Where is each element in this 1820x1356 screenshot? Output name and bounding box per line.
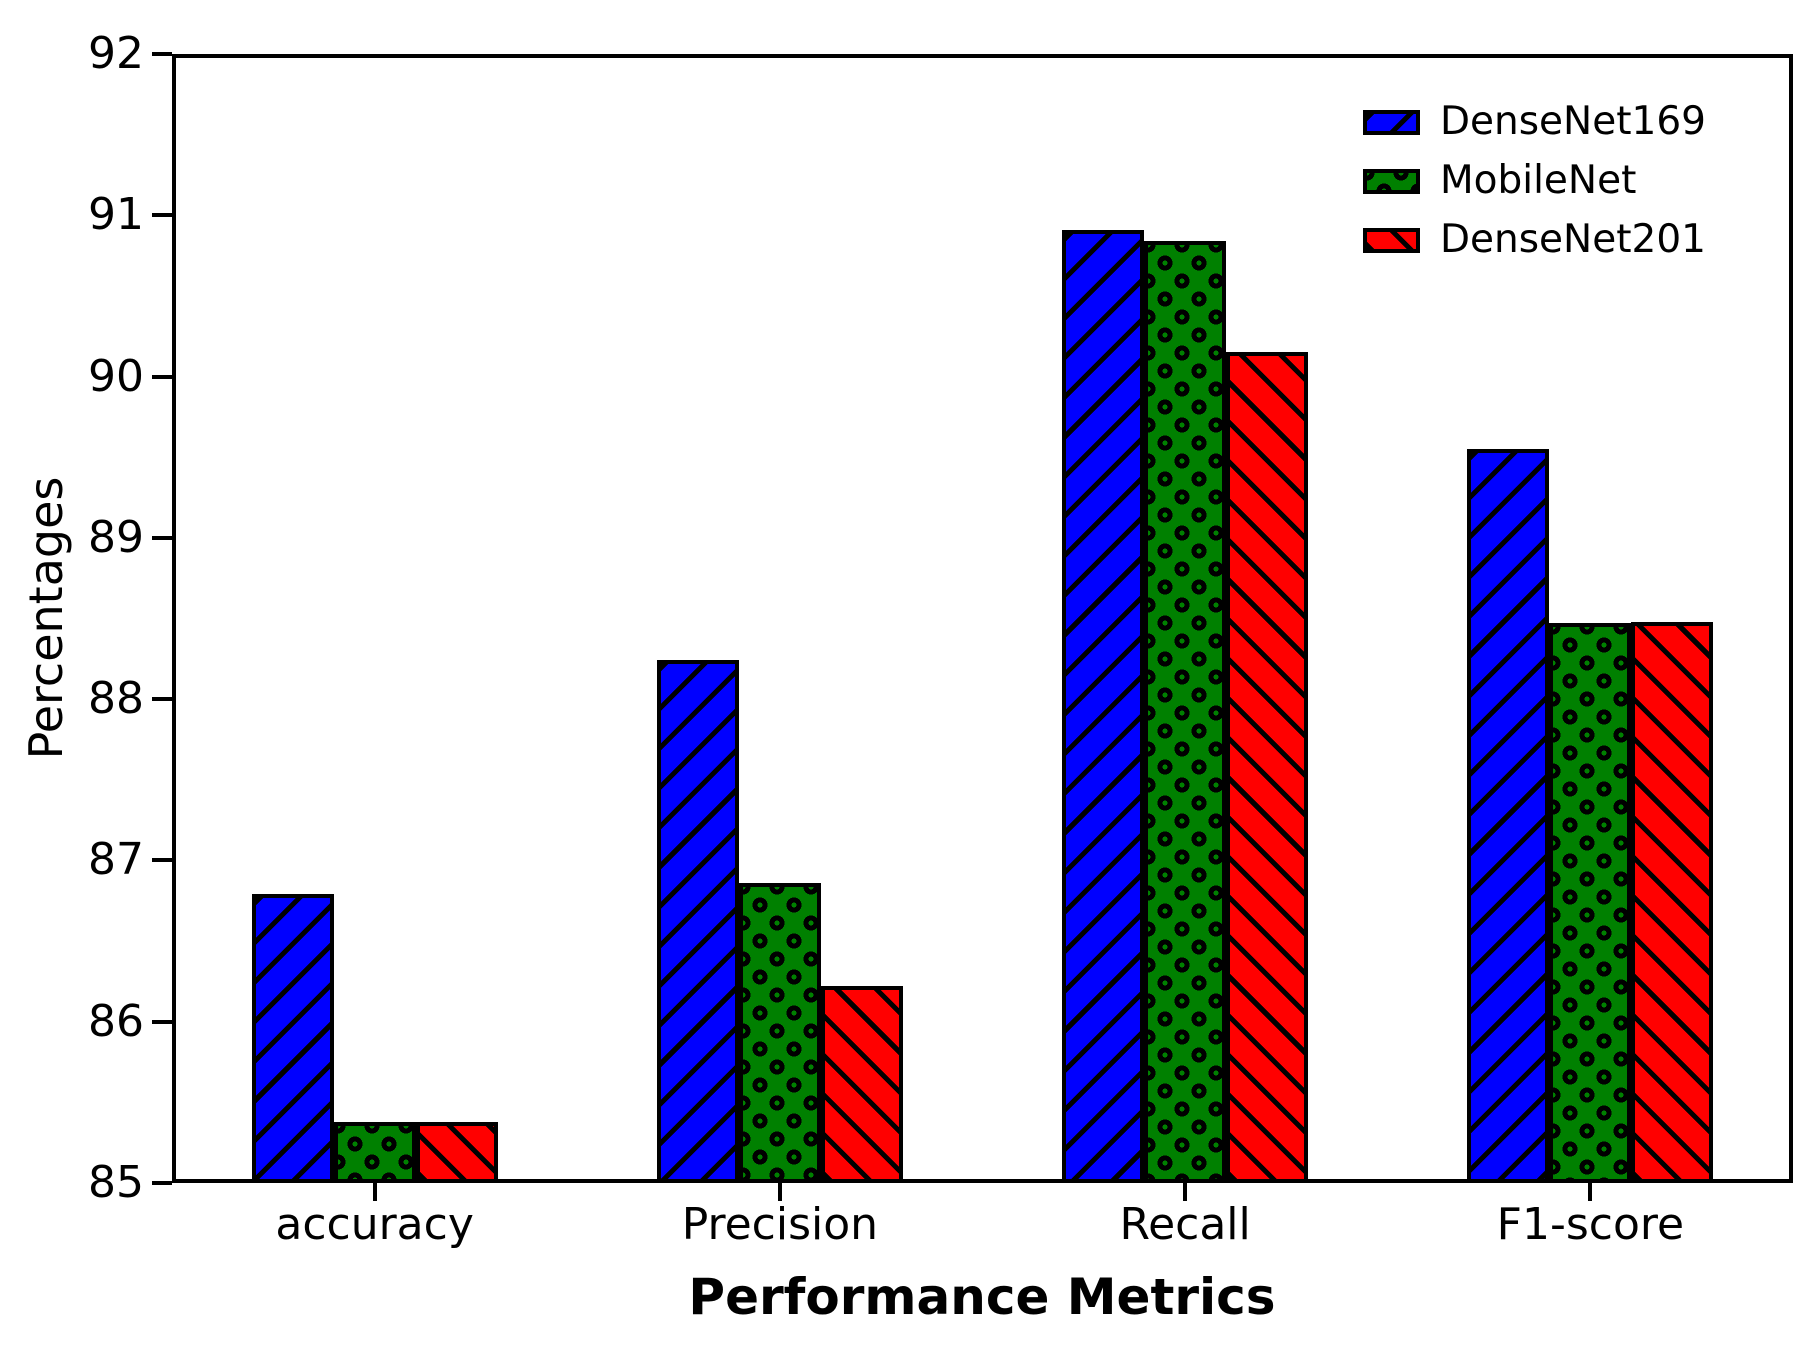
legend-swatch-densenet201 <box>1363 227 1420 253</box>
x-tick-label-recall: Recall <box>1119 1199 1251 1250</box>
y-tick-label: 91 <box>88 189 144 241</box>
bar-densenet201-recall <box>1226 352 1309 1183</box>
x-tick <box>777 1183 782 1201</box>
legend-item-densenet169: DenseNet169 <box>1363 99 1706 145</box>
y-tick-label: 92 <box>88 28 144 79</box>
y-tick <box>152 697 172 702</box>
y-tick-label: 89 <box>88 511 144 563</box>
x-tick <box>1183 1183 1188 1201</box>
y-tick-label: 85 <box>88 1157 144 1208</box>
bar-densenet201-precision <box>820 986 903 1183</box>
x-tick <box>1588 1183 1593 1201</box>
bar-mobilenet-accuracy <box>333 1121 416 1183</box>
bar-mobilenet-precision <box>738 883 821 1183</box>
bar-mobilenet-f1-score <box>1549 623 1632 1183</box>
y-tick <box>152 535 172 540</box>
x-tick-label-precision: Precision <box>681 1199 879 1250</box>
legend-label: DenseNet201 <box>1440 217 1706 262</box>
y-tick-label: 87 <box>88 834 144 886</box>
bar-mobilenet-recall <box>1144 241 1227 1183</box>
legend-item-densenet201: DenseNet201 <box>1363 217 1706 263</box>
y-axis-title: Percentages <box>19 476 73 760</box>
legend-label: DenseNet169 <box>1440 99 1706 144</box>
y-tick <box>152 1181 172 1185</box>
y-tick <box>152 1019 172 1024</box>
bar-densenet201-f1-score <box>1631 621 1714 1183</box>
legend-swatch-densenet169 <box>1363 109 1420 135</box>
x-tick-label-accuracy: accuracy <box>275 1199 474 1250</box>
bar-densenet169-accuracy <box>251 894 334 1183</box>
x-tick-label-f1-score: F1-score <box>1496 1199 1685 1250</box>
y-tick-label: 88 <box>88 673 144 725</box>
y-tick <box>152 52 172 56</box>
y-tick <box>152 858 172 863</box>
x-axis-title: Performance Metrics <box>688 1268 1276 1326</box>
legend-swatch-mobilenet <box>1363 168 1420 194</box>
bar-densenet169-precision <box>656 660 739 1183</box>
y-tick-label: 90 <box>88 350 144 402</box>
y-tick <box>152 374 172 379</box>
y-tick-label: 86 <box>88 995 144 1047</box>
legend-item-mobilenet: MobileNet <box>1363 158 1706 204</box>
legend-label: MobileNet <box>1440 158 1637 203</box>
bar-densenet169-recall <box>1062 229 1145 1183</box>
bar-densenet201-accuracy <box>415 1121 498 1183</box>
y-tick <box>152 213 172 218</box>
bar-densenet169-f1-score <box>1467 449 1550 1183</box>
legend: DenseNet169 MobileNet DenseNet201 <box>1363 99 1706 263</box>
x-tick <box>372 1183 377 1201</box>
